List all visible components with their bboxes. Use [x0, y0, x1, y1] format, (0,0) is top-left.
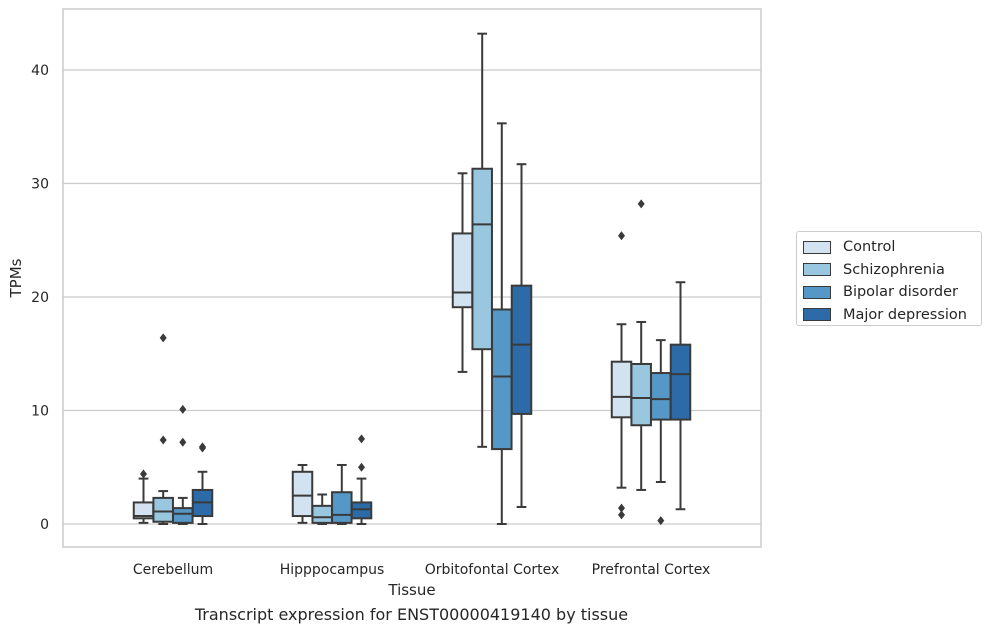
legend-label: Major depression: [843, 306, 967, 323]
outlier-point: [618, 231, 625, 241]
box: [610, 360, 633, 419]
box: [669, 343, 692, 421]
y-tick-label: 20: [31, 290, 49, 306]
outlier-point: [618, 510, 625, 520]
x-tick-label: Prefrontal Cortex: [592, 562, 711, 578]
legend-label: Bipolar disorder: [843, 284, 958, 301]
box: [510, 284, 533, 415]
legend-swatch: [803, 308, 831, 322]
plot-area: [62, 8, 762, 548]
legend-item: Control: [803, 236, 981, 259]
x-tick-label: Hipppocampus: [280, 562, 385, 578]
legend-swatch: [803, 240, 831, 254]
x-axis-label: Tissue: [387, 581, 435, 599]
chart-title: Transcript expression for ENST0000041914…: [194, 605, 629, 624]
box: [471, 167, 493, 351]
legend-item: Major depression: [803, 304, 981, 327]
x-tick-label: Cerebellum: [133, 562, 213, 578]
y-tick-label: 30: [31, 177, 49, 193]
outlier-point: [159, 333, 167, 343]
y-tick-label: 40: [31, 63, 49, 79]
outlier-point: [358, 434, 365, 444]
outlier-point: [637, 199, 645, 209]
outlier-point: [618, 503, 625, 513]
series-schizophrenia: [152, 32, 652, 525]
y-axis-label: TPMs: [7, 258, 25, 298]
box: [152, 496, 174, 523]
outlier-point: [179, 404, 187, 414]
outlier-point: [159, 435, 167, 445]
box: [451, 232, 474, 309]
legend-item: Schizophrenia: [803, 259, 981, 282]
outlier-point: [358, 462, 365, 472]
box: [650, 372, 672, 421]
box: [172, 507, 194, 524]
series-major-depression: [191, 163, 692, 525]
legend-swatch: [803, 263, 831, 277]
box: [291, 470, 314, 518]
y-tick-label: 10: [31, 404, 49, 420]
y-tick-label: 0: [40, 517, 49, 533]
legend-item: Bipolar disorder: [803, 281, 981, 304]
legend-swatch: [803, 285, 831, 299]
box: [311, 504, 333, 524]
box-series: [132, 32, 692, 526]
outlier-point: [179, 437, 187, 447]
y-tick-labels: 0 10 20 30 40: [31, 63, 49, 533]
box: [350, 501, 373, 520]
outlier-point: [657, 516, 665, 526]
box: [630, 362, 652, 427]
box: [331, 491, 353, 524]
legend: Control Schizophrenia Bipolar disorder M…: [796, 231, 982, 326]
box: [491, 308, 513, 451]
legend-label: Control: [843, 239, 896, 256]
outlier-point: [140, 469, 147, 479]
x-tick-labels: Cerebellum Hipppocampus Orbitofontal Corte…: [133, 562, 710, 578]
x-tick-label: Orbitofontal Cortex: [425, 562, 560, 578]
outlier-point: [199, 443, 206, 453]
legend-label: Schizophrenia: [843, 261, 945, 278]
